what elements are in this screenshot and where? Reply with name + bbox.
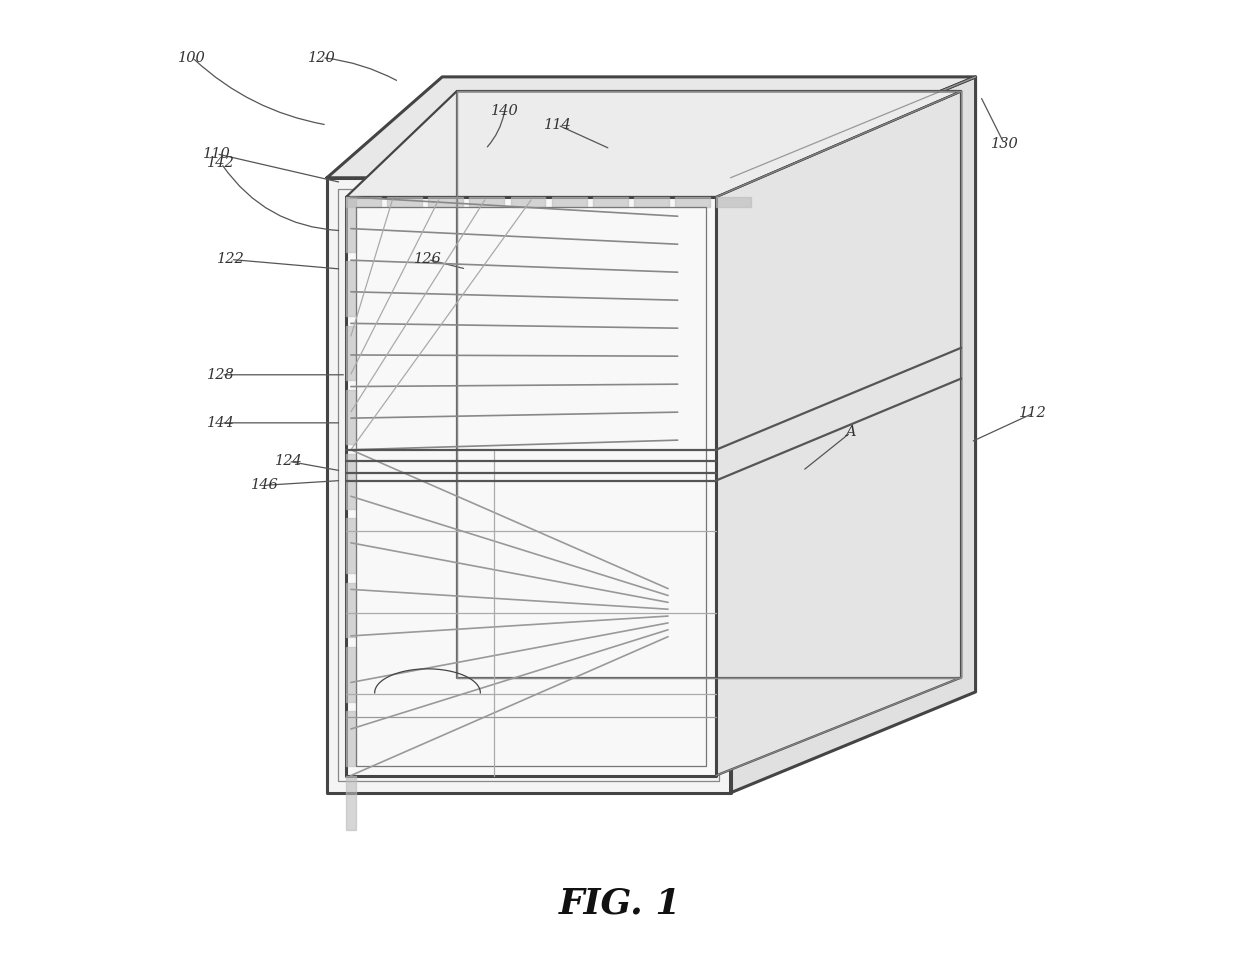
Polygon shape [470,197,505,207]
Polygon shape [346,91,961,197]
Polygon shape [346,261,356,316]
Polygon shape [634,197,668,207]
Text: 122: 122 [217,253,244,266]
Polygon shape [675,197,711,207]
Polygon shape [717,197,751,207]
Polygon shape [387,197,422,207]
Text: 114: 114 [543,118,572,132]
Text: 128: 128 [207,368,236,382]
Text: 130: 130 [991,137,1018,151]
Polygon shape [730,77,976,793]
Text: 112: 112 [1019,407,1047,420]
Polygon shape [346,197,717,776]
Polygon shape [456,91,961,678]
Text: 142: 142 [207,157,236,170]
Text: 146: 146 [250,479,278,492]
Text: 120: 120 [309,51,336,64]
Polygon shape [327,178,730,793]
Polygon shape [346,582,356,637]
Polygon shape [593,197,627,207]
Polygon shape [346,326,356,381]
Polygon shape [346,197,381,207]
Polygon shape [428,197,464,207]
Polygon shape [346,776,356,830]
Polygon shape [327,77,976,178]
Polygon shape [346,455,356,508]
Text: FIG. 1: FIG. 1 [559,886,681,921]
Polygon shape [346,711,356,766]
Text: 110: 110 [202,147,231,160]
Text: 144: 144 [207,416,236,430]
Text: 140: 140 [491,104,518,117]
Text: 100: 100 [179,51,206,64]
Text: 126: 126 [414,253,441,266]
Text: 124: 124 [274,455,303,468]
Polygon shape [511,197,546,207]
Polygon shape [717,91,961,776]
Polygon shape [346,518,356,573]
Text: A: A [846,426,856,439]
Polygon shape [346,390,356,445]
Polygon shape [552,197,587,207]
Polygon shape [346,647,356,702]
Polygon shape [346,197,356,252]
